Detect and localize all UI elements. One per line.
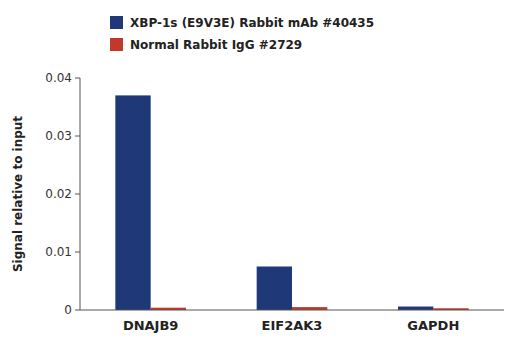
y-tick	[75, 194, 80, 195]
chart: 0 0.01 0.02 0.03 0.04 Signal relative to inpu…	[0, 0, 520, 350]
x-tick-label: GAPDH	[407, 318, 459, 333]
y-tick-label: 0.03	[45, 129, 72, 143]
y-tick	[75, 78, 80, 79]
y-axis	[80, 78, 81, 310]
legend-swatch	[110, 38, 123, 51]
y-tick-label: 0	[64, 303, 72, 317]
bar	[115, 95, 150, 310]
y-tick-label: 0.02	[45, 187, 72, 201]
x-tick-label: DNAJB9	[123, 318, 179, 333]
y-tick	[75, 136, 80, 137]
x-tick-label: EIF2AK3	[262, 318, 323, 333]
legend-swatch	[110, 16, 123, 29]
y-tick	[75, 252, 80, 253]
y-tick-label: 0.04	[45, 71, 72, 85]
bar	[257, 267, 292, 311]
legend-label: Normal Rabbit IgG #2729	[130, 38, 302, 52]
y-tick	[75, 310, 80, 311]
x-axis	[80, 310, 504, 311]
legend: XBP-1s (E9V3E) Rabbit mAb #40435 Normal R…	[110, 16, 374, 52]
y-tick-label: 0.01	[45, 245, 72, 259]
legend-label: XBP-1s (E9V3E) Rabbit mAb #40435	[130, 16, 374, 30]
y-axis-label: Signal relative to input	[11, 116, 25, 272]
bar	[398, 307, 433, 310]
bars	[115, 95, 468, 310]
